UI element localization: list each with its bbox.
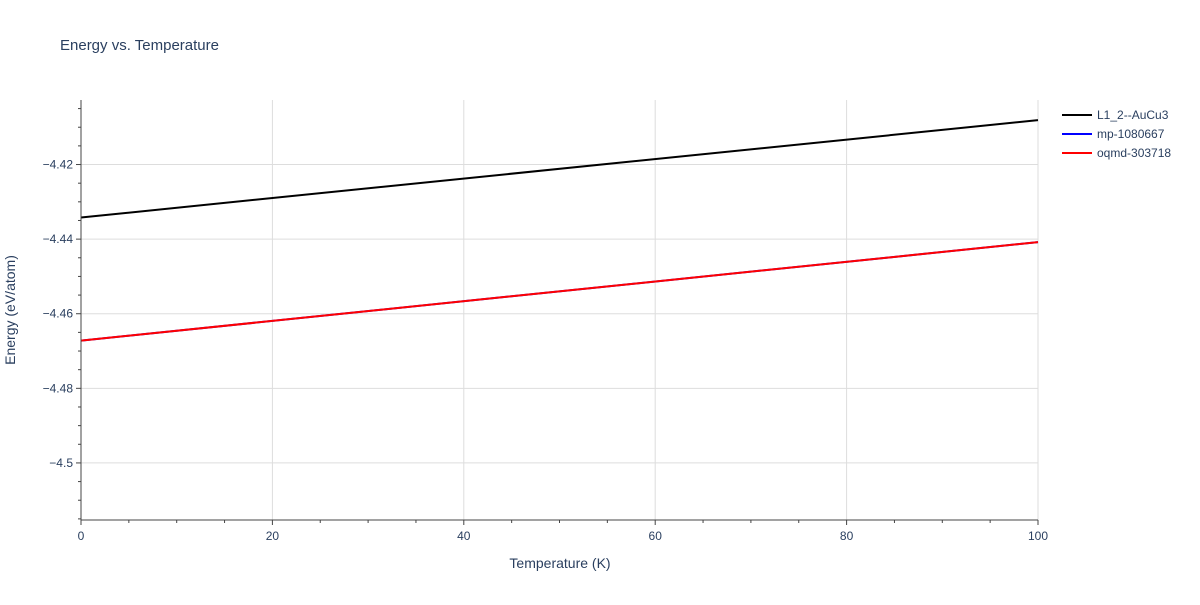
x-tick-label: 60 [649,529,663,543]
x-tick-label: 40 [457,529,471,543]
chart-title: Energy vs. Temperature [60,37,219,54]
legend-label-0: L1_2--AuCu3 [1097,108,1169,122]
grid-layer [81,100,1039,520]
series-layer [80,119,1039,342]
y-axis-title: Energy (eV/atom) [2,255,18,365]
x-tick-label: 20 [266,529,280,543]
x-tick-label: 100 [1028,529,1048,543]
y-tick-label: −4.5 [49,456,73,470]
x-axis-title: Temperature (K) [509,555,610,571]
y-tick-label: −4.44 [43,232,74,246]
x-tick-label: 80 [840,529,854,543]
y-tick-label: −4.48 [43,381,74,395]
y-tick-label: −4.42 [43,158,74,172]
legend-label-2: oqmd-303718 [1097,146,1171,160]
axis-layer: 0 20 40 60 80 100 −4.42 −4.44 −4.46 −4.48 −4.5 [43,100,1048,543]
series-line-0 [80,119,1039,219]
series-line-2 [80,241,1039,342]
y-tick-label: −4.46 [43,307,74,321]
legend: L1_2--AuCu3 mp-1080667 oqmd-303718 [1062,108,1171,160]
x-tick-label: 0 [78,529,85,543]
legend-label-1: mp-1080667 [1097,127,1165,141]
